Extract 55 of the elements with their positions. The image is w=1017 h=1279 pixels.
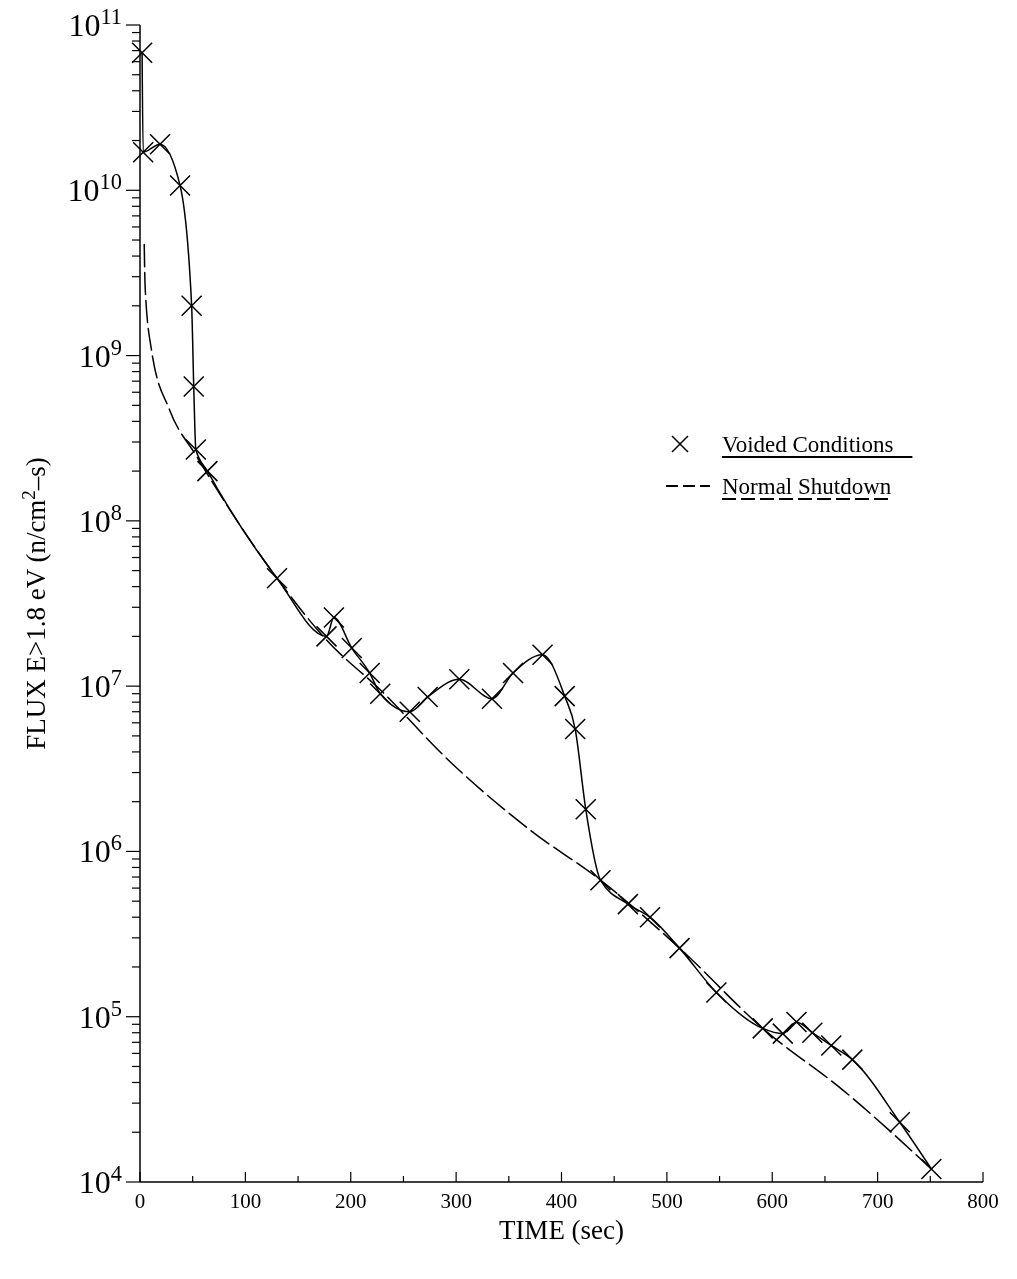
point: [705, 981, 728, 1004]
point: [315, 625, 338, 648]
y-tick-label: 10$^{5}$: [78, 995, 122, 1035]
point: [131, 41, 153, 64]
point: [180, 295, 203, 317]
point: [785, 1011, 808, 1033]
x-tick-label: 800: [967, 1189, 999, 1213]
y-tick-label: 10$^{9}$: [78, 334, 122, 374]
point: [889, 1111, 911, 1133]
point: [574, 798, 597, 820]
point: [639, 906, 661, 928]
point: [399, 701, 421, 723]
point: [196, 460, 219, 482]
y-tick-label: 10$^{8}$: [78, 499, 122, 539]
x-axis-title: TIME (sec): [498, 1215, 625, 1245]
y-tick-label: 10$^{10}$: [67, 168, 122, 209]
point: [502, 662, 524, 684]
point: [553, 685, 576, 707]
point: [920, 1158, 943, 1180]
y-tick-label: 10$^{6}$: [78, 829, 122, 870]
point: [564, 718, 586, 740]
point: [358, 662, 381, 684]
point: [772, 1022, 794, 1045]
point: [369, 682, 392, 705]
y-tick-label: 10$^{4}$: [78, 1160, 122, 1200]
legend-label: Voided Conditions: [722, 432, 894, 457]
x-tick-label: 300: [440, 1189, 472, 1213]
point: [448, 668, 471, 691]
x-tick-label: 100: [229, 1189, 262, 1213]
legend-label: Normal Shutdown: [722, 474, 892, 499]
point: [266, 567, 288, 589]
point: [481, 687, 503, 710]
point: [416, 686, 439, 708]
point: [149, 133, 171, 155]
point: [841, 1048, 864, 1071]
y-tick-label: 10$^{7}$: [78, 664, 122, 705]
x-tick-label: 0: [134, 1189, 146, 1213]
y-tick-label: 10$^{11}$: [68, 3, 122, 43]
x-tick-label: 600: [756, 1189, 788, 1213]
point: [617, 893, 639, 915]
point: [668, 937, 691, 959]
point: [341, 637, 363, 659]
point: [589, 869, 612, 891]
point: [132, 141, 154, 163]
point: [185, 438, 207, 461]
point: [820, 1034, 843, 1057]
point: [182, 375, 205, 398]
point: [531, 643, 554, 666]
x-tick-label: 700: [861, 1189, 894, 1213]
x-tick-label: 500: [651, 1189, 683, 1213]
x-tick-label: 200: [335, 1189, 367, 1213]
point: [801, 1021, 824, 1044]
point: [323, 606, 345, 629]
point: [169, 174, 191, 197]
x-tick-label: 400: [545, 1189, 578, 1213]
